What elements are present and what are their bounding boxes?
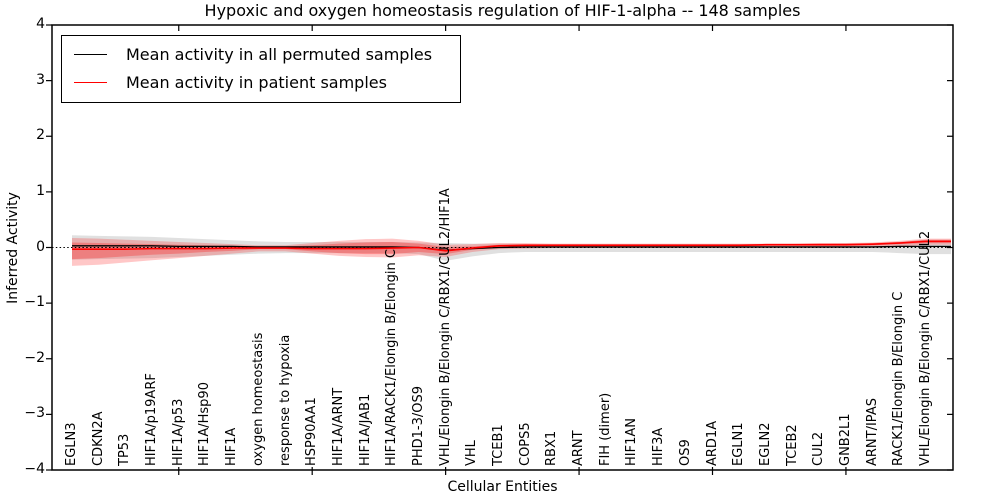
- x-tick-label: HIF1A/p53: [170, 398, 186, 466]
- y-tick-label: −4: [24, 461, 45, 477]
- legend-box: Mean activity in all permuted samples Me…: [61, 35, 462, 103]
- x-tick-label: HIF1A/ARNT: [330, 387, 346, 466]
- x-tick-label: TP53: [117, 433, 133, 466]
- x-tick-label: RBX1: [544, 430, 560, 466]
- y-tick-label: −1: [24, 294, 45, 311]
- x-tick-label: EGLN3: [64, 422, 79, 466]
- legend-label: Mean activity in patient samples: [126, 73, 387, 92]
- x-tick-label: HSP90AA1: [304, 397, 320, 466]
- x-tick-label: ARNT: [571, 430, 587, 466]
- x-tick-label: EGLN2: [757, 422, 773, 466]
- x-axis-label: Cellular Entities: [447, 479, 558, 495]
- permuted-line-swatch: [74, 54, 107, 55]
- y-tick-label: 1: [36, 182, 45, 199]
- legend-label: Mean activity in all permuted samples: [126, 45, 433, 64]
- x-tick-label: TCEB1: [491, 424, 506, 466]
- x-tick-label: COPS5: [517, 422, 533, 466]
- legend-item-permuted: Mean activity in all permuted samples: [74, 44, 432, 65]
- x-tick-label: PHD1-3/OS9: [410, 386, 426, 466]
- x-tick-label: HIF3A: [651, 427, 667, 466]
- x-tick-label: oxygen homeostasis: [250, 332, 266, 466]
- x-tick-label: HIF1AN: [624, 418, 640, 466]
- x-tick-label: HIF1A/p19ARF: [144, 373, 160, 466]
- x-tick-label: CDKN2A: [90, 411, 106, 466]
- x-tick-label: VHL/Elongin B/Elongin C/RBX1/CUL2: [918, 230, 933, 466]
- x-tick-label: HIF1A: [224, 427, 240, 466]
- x-tick-label: HIF1A/RACK1/Elongin B/Elongin C: [384, 249, 400, 466]
- y-tick-label: 2: [36, 127, 45, 144]
- x-tick-label: VHL/Elongin B/Elongin C/RBX1/CUL2/HIF1A: [437, 188, 453, 466]
- series-line-permuted: [72, 245, 951, 251]
- x-tick-label: OS9: [677, 439, 693, 466]
- x-tick-label: CUL2: [811, 431, 827, 466]
- patient-line-swatch: [74, 82, 107, 83]
- x-tick-label: GNB2L1: [837, 413, 853, 466]
- x-tick-label: response to hypoxia: [277, 334, 293, 466]
- band-permuted-std: [72, 235, 951, 261]
- y-tick-label: −2: [24, 349, 45, 366]
- series-line-patient: [72, 240, 951, 252]
- y-tick-label: 3: [36, 71, 45, 88]
- x-tick-label: VHL: [464, 440, 480, 466]
- x-tick-label: HIF1A/JAB1: [357, 393, 373, 466]
- x-tick-label: ARD1A: [704, 420, 720, 466]
- x-tick-label: FIH (dimer): [597, 392, 613, 466]
- chart-title: Hypoxic and oxygen homeostasis regulatio…: [204, 1, 801, 20]
- x-tick-label: HIF1A/Hsp90: [197, 382, 213, 466]
- x-tick-label: TCEB2: [784, 424, 800, 466]
- y-tick-label: 4: [36, 16, 45, 32]
- x-tick-label: ARNT/IPAS: [864, 398, 880, 466]
- y-tick-label: 0: [36, 238, 45, 255]
- x-tick-label: EGLN1: [731, 422, 747, 466]
- y-tick-label: −3: [24, 405, 45, 422]
- x-tick-label: RACK1/Elongin B/Elongin C: [891, 291, 907, 466]
- legend-item-patient: Mean activity in patient samples: [74, 72, 432, 93]
